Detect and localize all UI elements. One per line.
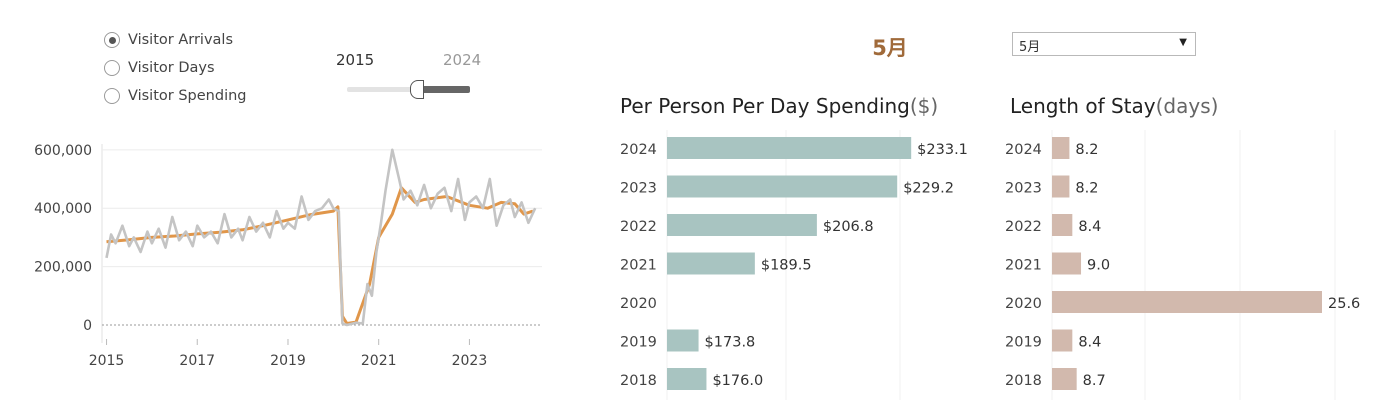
stay-chart-title: Length of Stay(days) (1010, 94, 1219, 118)
bar (667, 214, 817, 236)
data-label: 25.6 (1328, 296, 1360, 312)
x-tick-label: 2015 (89, 353, 125, 369)
visitor-trend-line-chart: 600,000 400,000 200,000 0 2015 2017 2019 2021 20… (34, 143, 542, 369)
radio-unselected-icon (104, 88, 120, 104)
bar (1052, 175, 1070, 198)
caret-down-icon: ▼ (1179, 37, 1187, 48)
series-line-actual (105, 148, 537, 327)
y-tick-label: 200,000 (34, 260, 92, 276)
bar (1052, 137, 1070, 159)
y-tick-label: 0 (83, 318, 92, 334)
category-label: 2018 (1005, 373, 1042, 389)
category-label: 2021 (1005, 258, 1042, 274)
data-label: 8.4 (1078, 219, 1101, 235)
bar (1052, 252, 1082, 275)
length-of-stay-bar-chart: 2024 8.2 2023 8.2 2022 8.4 2021 9.0 2020 25.6 2019… (1005, 130, 1360, 400)
radio-label: Visitor Days (128, 60, 215, 76)
x-tick-label: 2017 (179, 353, 215, 369)
data-label: 9.0 (1087, 258, 1110, 274)
bar (667, 175, 898, 198)
data-label: 8.2 (1075, 142, 1098, 158)
bar (667, 329, 699, 352)
spending-bar-chart: 2024 $233.1 2023 $229.2 2022 $206.8 2021 $189.5… (620, 130, 968, 400)
year-range-start: 2015 (336, 51, 375, 69)
radio-selected-icon (104, 32, 120, 48)
spending-chart-title: Per Person Per Day Spending($) (620, 94, 939, 118)
category-label: 2020 (620, 296, 657, 312)
category-label: 2019 (620, 335, 657, 351)
data-label: $229.2 (903, 181, 954, 197)
bar (667, 252, 755, 275)
x-tick-label: 2021 (361, 353, 397, 369)
x-tick-label: 2023 (452, 353, 488, 369)
data-label: 8.4 (1078, 335, 1101, 351)
category-label: 2024 (1005, 142, 1042, 158)
y-tick-label: 400,000 (34, 201, 92, 217)
bar (1052, 214, 1073, 236)
category-label: 2022 (1005, 219, 1042, 235)
year-slider-fill (420, 86, 470, 93)
data-label: 8.7 (1083, 373, 1106, 389)
data-label: $176.0 (712, 373, 763, 389)
data-label: 8.2 (1075, 181, 1098, 197)
month-title: 5月 (872, 36, 908, 60)
radio-visitor-spending[interactable]: Visitor Spending (104, 88, 247, 104)
bar (667, 137, 912, 159)
data-label: $233.1 (917, 142, 968, 158)
category-label: 2022 (620, 219, 657, 235)
year-range-end: 2024 (443, 51, 482, 69)
category-label: 2023 (1005, 181, 1042, 197)
bar (667, 368, 707, 390)
bar (1052, 368, 1077, 390)
category-label: 2020 (1005, 296, 1042, 312)
year-slider-handle[interactable] (410, 80, 424, 99)
y-tick-label: 600,000 (34, 143, 92, 159)
bar (1052, 329, 1073, 352)
category-label: 2019 (1005, 335, 1042, 351)
month-select-value: 5月 (1019, 40, 1041, 55)
radio-visitor-days[interactable]: Visitor Days (104, 60, 215, 76)
year-slider-track[interactable] (347, 87, 470, 92)
month-select[interactable]: 5月 ▼ (1012, 32, 1196, 56)
radio-label: Visitor Spending (128, 88, 247, 104)
bar (1052, 291, 1322, 313)
data-label: $189.5 (761, 258, 812, 274)
radio-unselected-icon (104, 60, 120, 76)
category-label: 2018 (620, 373, 657, 389)
category-label: 2024 (620, 142, 657, 158)
radio-label: Visitor Arrivals (128, 32, 234, 48)
data-label: $206.8 (823, 219, 874, 235)
x-tick-label: 2019 (270, 353, 306, 369)
data-label: $173.8 (705, 335, 756, 351)
category-label: 2021 (620, 258, 657, 274)
radio-visitor-arrivals[interactable]: Visitor Arrivals (104, 32, 233, 48)
category-label: 2023 (620, 181, 657, 197)
